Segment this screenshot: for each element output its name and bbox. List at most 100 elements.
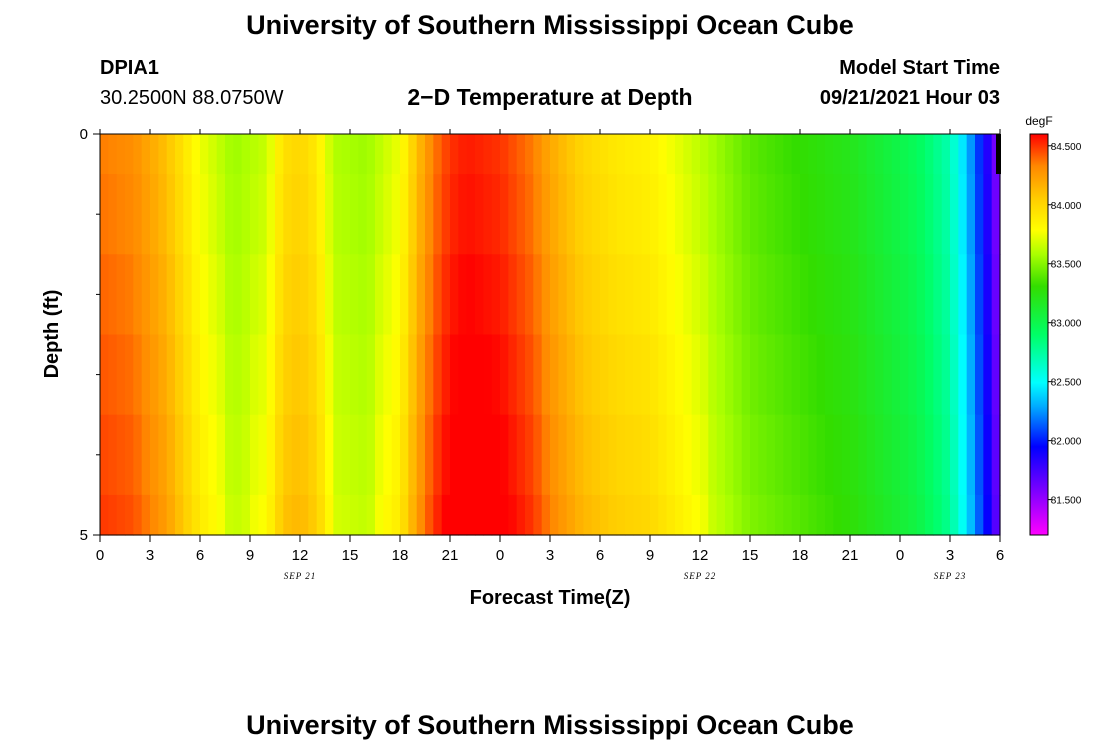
heatmap-cell [308,134,318,175]
heatmap-cell [900,174,909,255]
heatmap-cell [225,254,234,336]
heatmap-cell [550,414,559,496]
heatmap-cell [125,134,134,175]
heatmap-cell [625,174,634,255]
heatmap-cell [175,134,184,175]
heatmap-cell [900,334,909,416]
heatmap-cell [158,494,168,536]
heatmap-cell [558,494,568,536]
heatmap-cell [525,494,534,536]
heatmap-cell [575,254,584,336]
heatmap-cell [408,134,418,175]
heatmap-cell [825,414,834,496]
heatmap-cell [666,134,676,175]
heatmap-cell [475,414,484,496]
heatmap-cell [216,414,226,496]
heatmap-cell [708,414,718,496]
y-axis: 05 [80,126,100,544]
heatmap-cell [500,134,509,175]
heatmap-cell [458,254,468,336]
heatmap-cell [975,494,984,536]
heatmap-cell [275,494,284,536]
heatmap-cell [891,254,901,336]
heatmap-cell [291,334,301,416]
heatmap-cell [158,174,168,255]
heatmap-cell [116,134,126,175]
heatmap-cell [391,134,401,175]
heatmap-cell [483,174,493,255]
heatmap-cell [366,494,376,536]
heatmap-cell [200,414,209,496]
heatmap-cell [725,414,734,496]
heatmap-cell [400,334,409,416]
heatmap-cell [583,494,593,536]
heatmap-cell [300,334,309,416]
heatmap-cell [108,254,118,336]
heatmap-cell [875,494,884,536]
heatmap-cell [650,174,659,255]
heatmap-cell [391,414,401,496]
date-label: SEP 22 [684,571,717,581]
heatmap-cell [408,254,418,336]
heatmap-cell [425,134,434,175]
heatmap-cell [683,414,693,496]
heatmap-cell [425,494,434,536]
heatmap-cell [125,414,134,496]
heatmap-cell [725,254,734,336]
heatmap-cell [341,174,351,255]
heatmap-cell [166,174,176,255]
heatmap-cell [541,334,551,416]
heatmap-cell [483,414,493,496]
heatmap-cell [591,334,601,416]
heatmap-cell [808,414,818,496]
heatmap-cell [708,254,718,336]
heatmap-cell [525,174,534,255]
heatmap-cell [358,494,368,536]
heatmap-cell [775,254,784,336]
x-axis: 0 3 6 9 12 15 18 21 0 3 6 9 12 15 18 21 0 3 6 [96,129,1004,564]
heatmap-cell [483,334,493,416]
heatmap-cell [475,134,484,175]
heatmap-cell [725,494,734,536]
heatmap-cell [416,254,426,336]
heatmap-cell [808,254,818,336]
heatmap-cell [550,254,559,336]
heatmap-cell [900,494,909,536]
heatmap-cell [558,134,568,175]
heatmap-cell [950,134,959,175]
heatmap-cell [441,134,451,175]
heatmap-cell [200,174,209,255]
heatmap-cell [358,414,368,496]
heatmap-cell [250,134,259,175]
heatmap-cell [308,414,318,496]
heatmap-cell [841,174,851,255]
heatmap-cell [766,254,776,336]
heatmap-cell [216,494,226,536]
heatmap-cell [816,254,826,336]
heatmap-cell [466,414,476,496]
heatmap-cell [450,174,459,255]
heatmap-cell [141,494,151,536]
heatmap-cell [500,174,509,255]
heatmap-cell [966,254,976,336]
heatmap-cell [316,134,326,175]
heatmap-cell [533,334,543,416]
heatmap-cell [800,134,809,175]
heatmap-cell [500,414,509,496]
heatmap-cell [316,414,326,496]
heatmap-cell [125,174,134,255]
heatmap-cell [225,334,234,416]
heatmap-cell [391,334,401,416]
heatmap-cell [691,334,701,416]
heatmap-cell [408,494,418,536]
heatmap-cell [225,134,234,175]
heatmap-cell [891,494,901,536]
heatmap-cell [183,494,193,536]
heatmap-cell [600,334,609,416]
heatmap-cell [283,134,293,175]
x-tick-label: 6 [996,547,1004,564]
heatmap-cell [941,414,951,496]
heatmap-cell [533,254,543,336]
heatmap-cell [708,134,718,175]
heatmap-cell [975,134,984,175]
